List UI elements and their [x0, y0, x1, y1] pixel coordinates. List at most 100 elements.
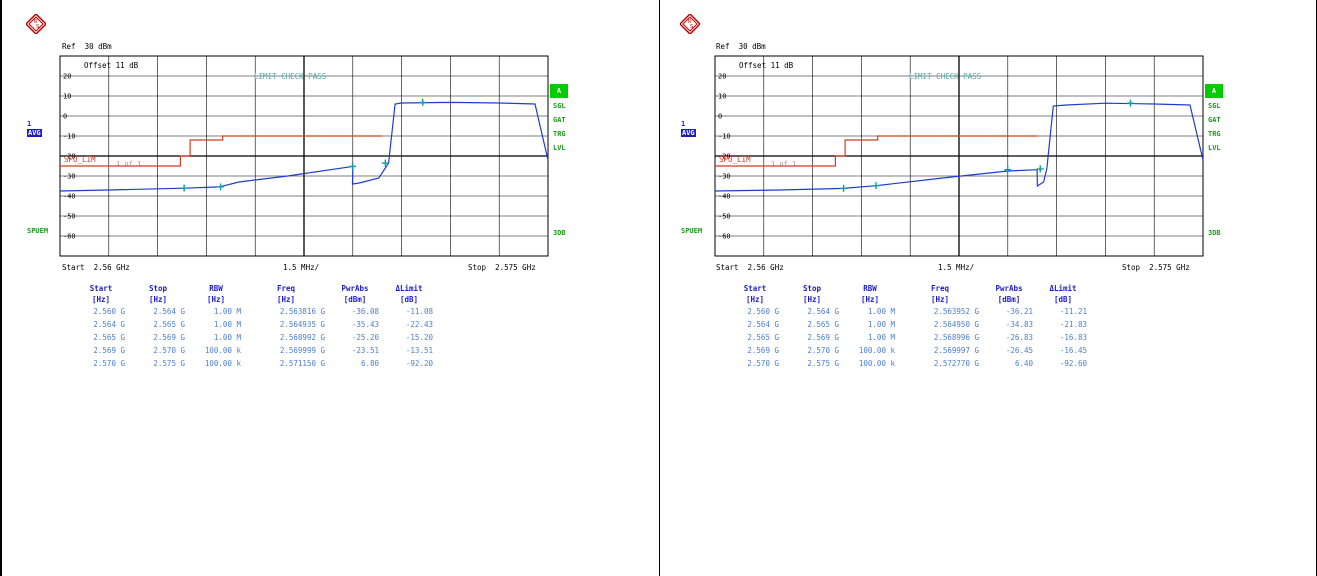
trace-a-badge: A	[1205, 84, 1223, 98]
table-row: 2.564 G 2.565 G 1.00 M 2.564950 G -34.83 -21.…	[728, 318, 1090, 331]
y-tick-label: -60	[63, 233, 76, 241]
table-cell: 2.570 G	[93, 359, 125, 368]
table-cell: 1.00 M	[213, 320, 241, 329]
column-unit: [Hz]	[91, 295, 111, 304]
table-cell: 100.00 k	[204, 346, 241, 355]
3db-label: 3DB	[1208, 229, 1221, 237]
table-cell: -11.21	[1059, 307, 1087, 316]
table-cell: -36.08	[351, 307, 379, 316]
table-cell: 2.564 G	[807, 307, 839, 316]
table-cell: -25.20	[351, 333, 379, 342]
y-tick-label: 0	[718, 113, 722, 121]
table-cell: 2.564 G	[747, 320, 779, 329]
table-cell: 2.565 G	[153, 320, 185, 329]
offset-label: Offset 11 dB	[739, 61, 794, 70]
table-cell: 2.564950 G	[933, 320, 979, 329]
table-row: 2.560 G 2.564 G 1.00 M 2.563952 G -36.21 -11.…	[728, 305, 1090, 318]
column-unit: [dB]	[399, 295, 419, 304]
avg-badge: AVG	[27, 129, 42, 137]
column-header: ΔLimit	[1049, 284, 1077, 293]
column-unit: [Hz]	[745, 295, 765, 304]
lvl-label: LVL	[553, 144, 566, 152]
table-cell: 2.563952 G	[933, 307, 979, 316]
svg-text:S: S	[690, 24, 693, 30]
column-header: PwrAbs	[995, 284, 1023, 293]
y-tick-label: 20	[718, 73, 726, 81]
table-cell: 100.00 k	[858, 359, 895, 368]
table-cell: -36.21	[1005, 307, 1033, 316]
table-cell: -15.20	[405, 333, 433, 342]
table-cell: 2.564935 G	[279, 320, 325, 329]
y-tick-label: -20	[63, 153, 76, 161]
sweep-count: 1 of 1	[116, 160, 141, 168]
offset-label: Offset 11 dB	[84, 61, 139, 70]
table-cell: -22.43	[405, 320, 433, 329]
column-unit: [Hz]	[930, 295, 950, 304]
table-cell: 2.565 G	[93, 333, 125, 342]
table-cell: 2.565 G	[807, 320, 839, 329]
peak-marker	[840, 184, 848, 192]
column-header: RBW	[209, 284, 223, 293]
column-unit: [Hz]	[276, 295, 296, 304]
peak-marker	[180, 184, 188, 192]
table-cell: -21.83	[1059, 320, 1087, 329]
panel-left: R S Ref 30 dBm 1 AVG SPUEM A SGL GAT TRG…	[0, 0, 660, 576]
peak-marker	[217, 183, 225, 191]
table-cell: 2.568996 G	[933, 333, 979, 342]
panel-right: R S Ref 30 dBm 1 AVG SPUEM A SGL GAT TRG…	[660, 0, 1317, 576]
table-cell: 2.560 G	[747, 307, 779, 316]
column-unit: [Hz]	[802, 295, 822, 304]
peak-marker	[381, 159, 389, 167]
span-per-div: 1.5 MHz/	[938, 263, 975, 272]
column-header: PwrAbs	[341, 284, 369, 293]
measurement-trace	[59, 101, 549, 192]
table-cell: -26.83	[1005, 333, 1033, 342]
peak-marker	[872, 182, 880, 190]
table-cell: 2.570 G	[807, 346, 839, 355]
table-cell: 100.00 k	[204, 359, 241, 368]
y-tick-label: -10	[63, 133, 76, 141]
trg-label: TRG	[1208, 130, 1221, 138]
table-cell: 6.40	[1014, 359, 1033, 368]
table-row: 2.564 G 2.565 G 1.00 M 2.564935 G -35.43 -22.…	[74, 318, 436, 331]
table-cell: -16.83	[1059, 333, 1087, 342]
table-cell: -26.45	[1005, 346, 1033, 355]
table-cell: 2.570 G	[747, 359, 779, 368]
column-unit: [Hz]	[206, 295, 226, 304]
ref-level: Ref 30 dBm	[62, 42, 112, 51]
y-tick-label: 10	[63, 93, 71, 101]
table-cell: 2.565 G	[747, 333, 779, 342]
y-tick-label: -60	[718, 233, 731, 241]
svg-text:R: R	[688, 19, 692, 25]
ref-level: Ref 30 dBm	[716, 42, 766, 51]
table-cell: -13.51	[405, 346, 433, 355]
peak-marker	[1126, 99, 1134, 107]
column-header: ΔLimit	[395, 284, 423, 293]
table-cell: 2.575 G	[153, 359, 185, 368]
table-row: 2.565 G 2.569 G 1.00 M 2.568996 G -26.83 -16.…	[728, 331, 1090, 344]
start-frequency: Start 2.56 GHz	[62, 263, 130, 272]
limit-line-name: SPU_LIM	[719, 155, 751, 164]
limit-line	[60, 135, 383, 167]
table-row: 2.565 G 2.569 G 1.00 M 2.568992 G -25.20 -15.…	[74, 331, 436, 344]
peak-marker	[419, 98, 427, 106]
table-cell: -92.60	[1059, 359, 1087, 368]
table-row: 2.569 G 2.570 G 100.00 k 2.569997 G -26.45 -1…	[728, 344, 1090, 357]
table-row: 2.569 G 2.570 G 100.00 k 2.569999 G -23.51 -1…	[74, 344, 436, 357]
column-header: Start	[89, 284, 113, 293]
table-unit-row: [Hz] [Hz] [Hz] [Hz] [dBm] [dB]	[74, 294, 436, 305]
y-tick-label: -10	[718, 133, 731, 141]
table-cell: 1.00 M	[867, 320, 895, 329]
sgl-label: SGL	[553, 102, 566, 110]
column-header: Freq	[276, 284, 296, 293]
limit-check-label: LIMIT CHECK PASS	[909, 72, 982, 81]
y-tick-label: 0	[63, 113, 67, 121]
table-cell: 100.00 k	[858, 346, 895, 355]
table-unit-row: [Hz] [Hz] [Hz] [Hz] [dBm] [dB]	[728, 294, 1090, 305]
spectrum-plot: 20 10 0 -10 -20 -30 -40 -50 -60 Offset 11 dB LIMIT…	[59, 55, 549, 257]
y-tick-label: -50	[63, 213, 76, 221]
trace-number-badge: 1	[681, 120, 686, 128]
column-unit: [dBm]	[343, 295, 367, 304]
table-cell: 2.569999 G	[279, 346, 325, 355]
column-header: RBW	[863, 284, 877, 293]
